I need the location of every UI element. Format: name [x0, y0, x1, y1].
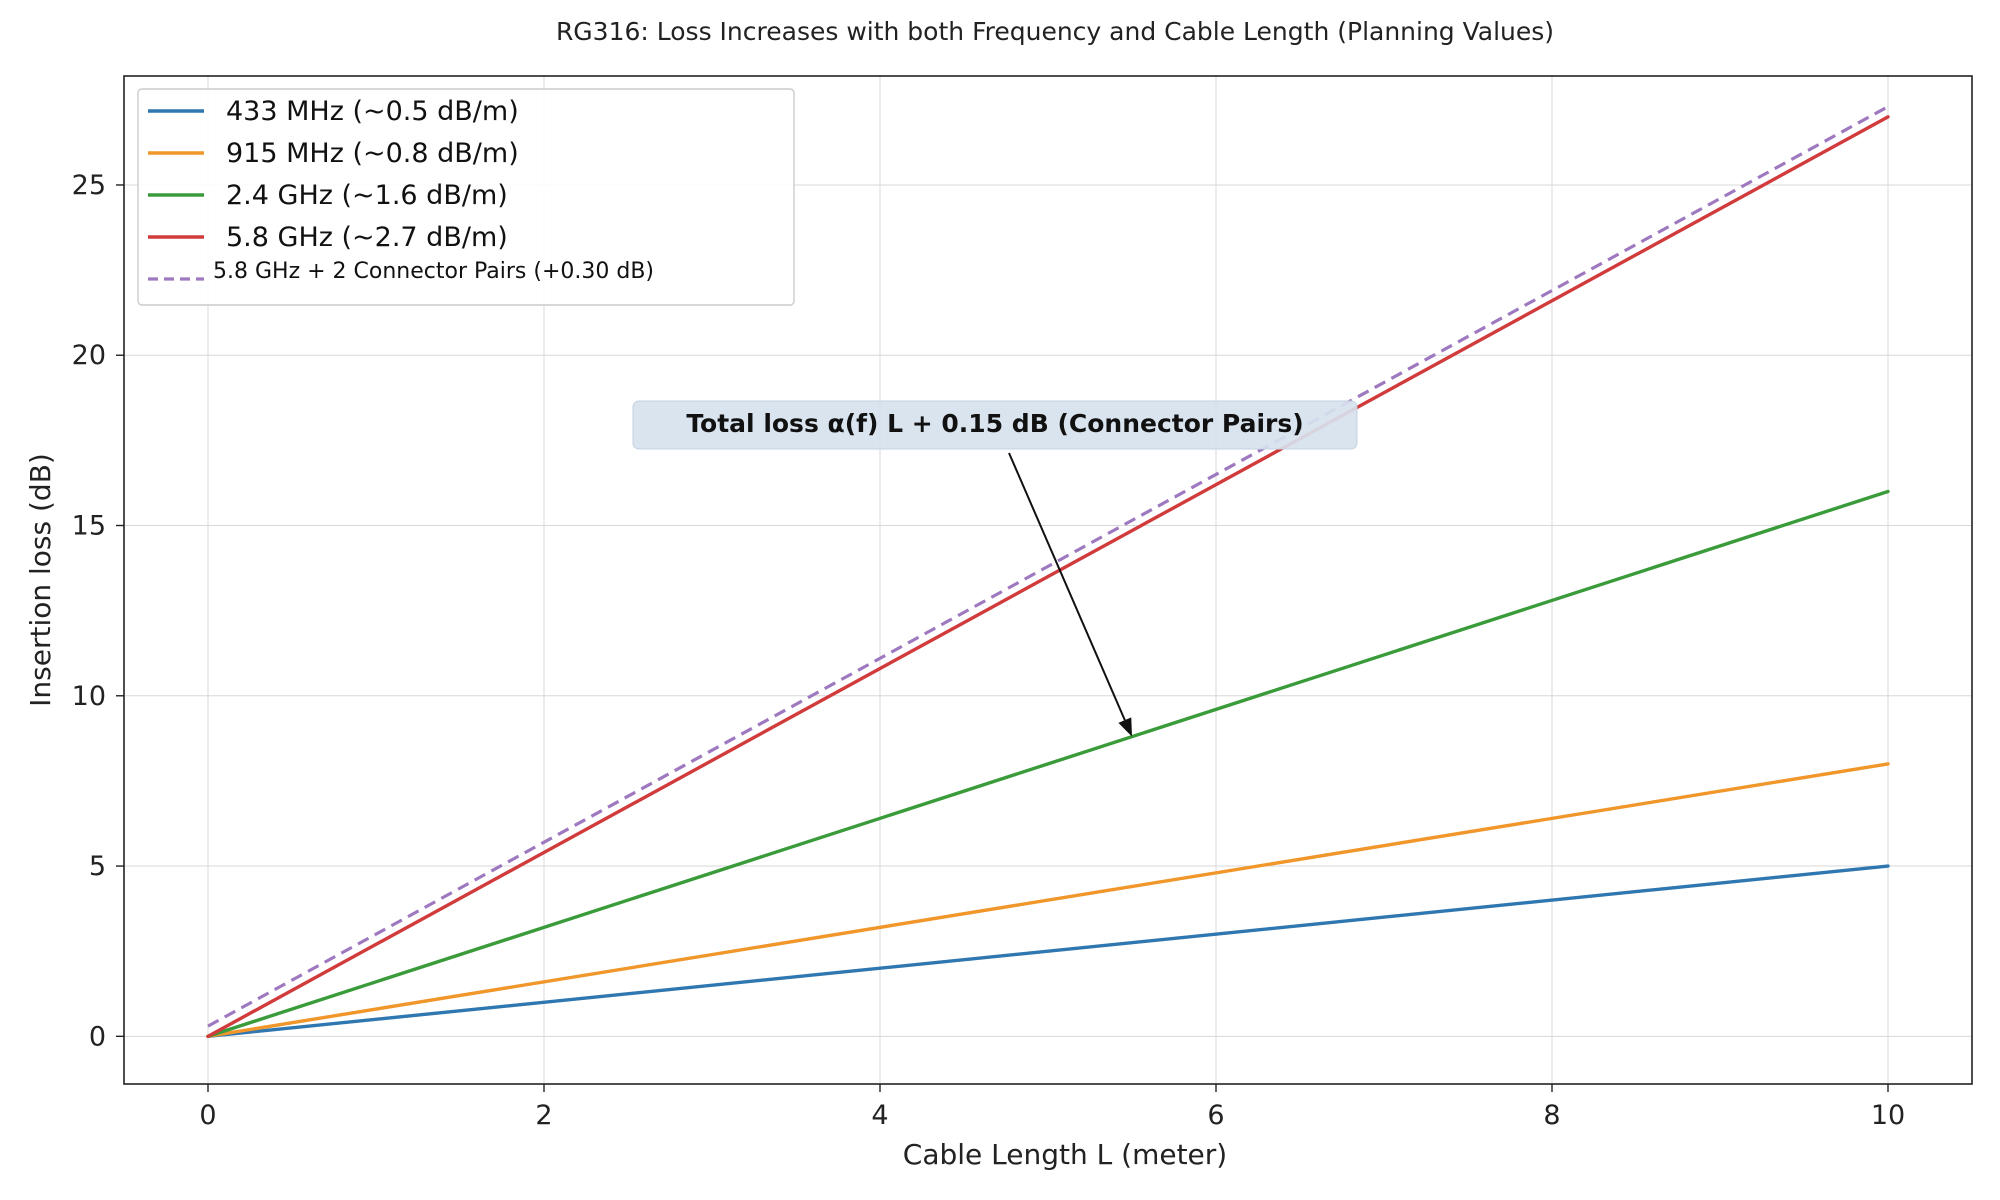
chart-title: RG316: Loss Increases with both Frequenc… [556, 17, 1554, 46]
x-tick-label: 10 [1871, 1100, 1905, 1131]
y-ticks: 0 5 10 15 20 25 [72, 170, 124, 1052]
y-tick-label: 25 [72, 170, 106, 201]
y-tick-label: 10 [72, 681, 106, 712]
y-tick-label: 0 [89, 1021, 106, 1052]
legend-label: 915 MHz (~0.8 dB/m) [226, 138, 519, 169]
legend-label: 5.8 GHz + 2 Connector Pairs (+0.30 dB) [213, 259, 654, 284]
x-ticks: 0 2 4 6 8 10 [199, 1084, 1905, 1131]
legend-label: 2.4 GHz (~1.6 dB/m) [226, 180, 508, 211]
legend-box [137, 88, 795, 306]
annotation-text: Total loss α(f) L + 0.15 dB (Connector P… [686, 409, 1303, 438]
x-tick-label: 4 [871, 1100, 888, 1131]
x-axis-label: Cable Length L (meter) [903, 1138, 1227, 1171]
legend: 433 MHz (~0.5 dB/m) 915 MHz (~0.8 dB/m) 2.… [137, 88, 795, 306]
series-line-2 [206, 489, 1890, 1039]
y-tick-label: 20 [72, 340, 106, 371]
y-tick-label: 15 [72, 511, 106, 542]
grid [124, 76, 1972, 1084]
series-line-4 [207, 105, 1889, 1028]
series-lines [206, 105, 1890, 1039]
annotation: Total loss α(f) L + 0.15 dB (Connector P… [632, 400, 1358, 737]
legend-label: 5.8 GHz (~2.7 dB/m) [226, 222, 508, 253]
annotation-box [632, 400, 1358, 450]
series-line-3 [206, 115, 1890, 1039]
annotation-arrow [1008, 452, 1126, 721]
y-axis-label: Insertion loss (dB) [24, 453, 57, 707]
x-tick-label: 8 [1543, 1100, 1560, 1131]
legend-entries: 433 MHz (~0.5 dB/m) 915 MHz (~0.8 dB/m) 2.… [148, 96, 654, 284]
y-tick-label: 5 [89, 851, 106, 882]
plot-frame [123, 75, 1973, 1085]
x-tick-label: 0 [199, 1100, 216, 1131]
series-line-0 [206, 864, 1890, 1039]
x-tick-label: 2 [535, 1100, 552, 1131]
annotation-arrowhead [1118, 717, 1132, 737]
legend-label: 433 MHz (~0.5 dB/m) [226, 96, 519, 127]
x-tick-label: 6 [1207, 1100, 1224, 1131]
series-line-1 [206, 762, 1890, 1039]
